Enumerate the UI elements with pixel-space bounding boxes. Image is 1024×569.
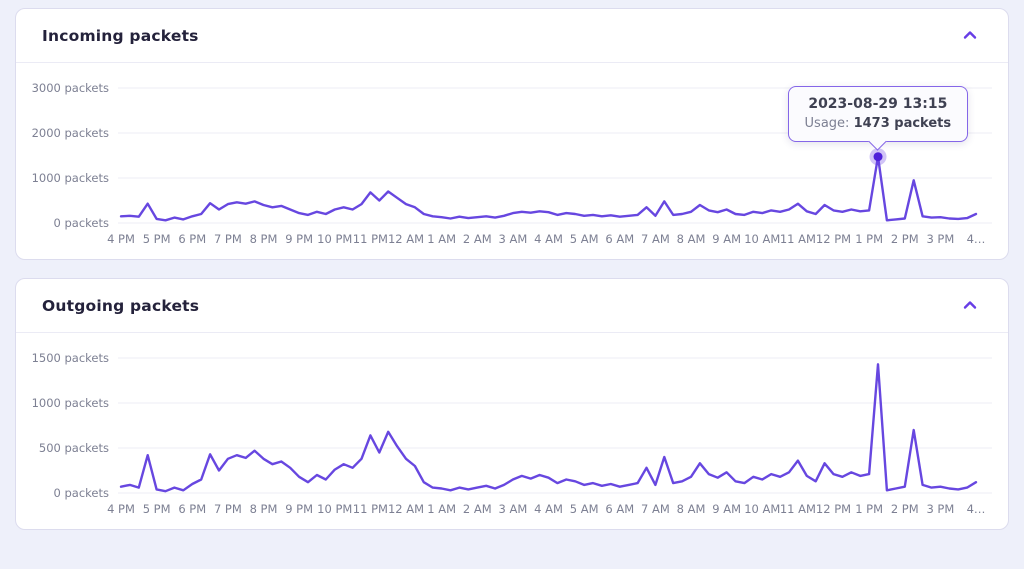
- tooltip-usage: Usage: 1473 packets: [805, 116, 952, 131]
- svg-text:11 AM: 11 AM: [780, 502, 816, 516]
- svg-text:8 PM: 8 PM: [250, 502, 278, 516]
- svg-text:1 PM: 1 PM: [855, 502, 883, 516]
- svg-text:7 AM: 7 AM: [641, 502, 670, 516]
- svg-text:8 AM: 8 AM: [677, 502, 706, 516]
- collapse-incoming-button[interactable]: [958, 24, 982, 47]
- svg-text:7 PM: 7 PM: [214, 232, 242, 246]
- svg-text:9 PM: 9 PM: [285, 232, 313, 246]
- incoming-packets-chart-area: 0 packets 1000 packets 2000 packets 3000 pa…: [16, 63, 1008, 259]
- svg-text:4…: 4…: [967, 232, 986, 246]
- svg-text:2 AM: 2 AM: [463, 502, 492, 516]
- chart-tooltip: 2023-08-29 13:15 Usage: 1473 packets: [787, 85, 969, 142]
- incoming-packets-line-chart[interactable]: 0 packets 1000 packets 2000 packets 3000 pa…: [16, 63, 1008, 259]
- svg-text:4 AM: 4 AM: [534, 232, 563, 246]
- outgoing-packets-header: Outgoing packets: [16, 279, 1008, 333]
- svg-text:2 AM: 2 AM: [463, 232, 492, 246]
- svg-text:6 AM: 6 AM: [605, 502, 634, 516]
- svg-text:6 AM: 6 AM: [605, 232, 634, 246]
- svg-text:6 PM: 6 PM: [178, 502, 206, 516]
- svg-text:8 PM: 8 PM: [250, 232, 278, 246]
- chevron-up-icon: [962, 298, 978, 313]
- svg-text:7 AM: 7 AM: [641, 232, 670, 246]
- tooltip-datetime: 2023-08-29 13:15: [808, 95, 948, 112]
- svg-text:5 AM: 5 AM: [570, 232, 599, 246]
- svg-text:12 AM: 12 AM: [388, 502, 424, 516]
- svg-text:1 PM: 1 PM: [855, 232, 883, 246]
- svg-text:6 PM: 6 PM: [178, 232, 206, 246]
- svg-text:11 PM: 11 PM: [353, 232, 388, 246]
- svg-text:8 AM: 8 AM: [677, 232, 706, 246]
- svg-text:3 AM: 3 AM: [498, 232, 527, 246]
- svg-text:10 PM: 10 PM: [317, 232, 352, 246]
- svg-text:1000 packets: 1000 packets: [32, 171, 109, 185]
- svg-text:10 AM: 10 AM: [744, 232, 780, 246]
- svg-text:9 AM: 9 AM: [712, 502, 741, 516]
- svg-text:5 AM: 5 AM: [570, 502, 599, 516]
- svg-text:500 packets: 500 packets: [39, 441, 109, 455]
- svg-text:3 PM: 3 PM: [926, 502, 954, 516]
- svg-text:12 PM: 12 PM: [816, 232, 851, 246]
- svg-text:2000 packets: 2000 packets: [32, 126, 109, 140]
- svg-text:3 PM: 3 PM: [926, 232, 954, 246]
- outgoing-packets-panel: Outgoing packets 0 packets 500 packets 100…: [15, 278, 1009, 530]
- chevron-up-icon: [962, 28, 978, 43]
- svg-text:1 AM: 1 AM: [427, 232, 456, 246]
- svg-text:0 packets: 0 packets: [54, 486, 109, 500]
- svg-text:10 AM: 10 AM: [744, 502, 780, 516]
- panel-title-outgoing: Outgoing packets: [42, 296, 200, 315]
- outgoing-packets-chart-area: 0 packets 500 packets 1000 packets 1500 pac…: [16, 333, 1008, 529]
- svg-text:3000 packets: 3000 packets: [32, 81, 109, 95]
- svg-text:4…: 4…: [967, 502, 986, 516]
- svg-text:11 AM: 11 AM: [780, 232, 816, 246]
- svg-text:3 AM: 3 AM: [498, 502, 527, 516]
- svg-text:4 PM: 4 PM: [107, 232, 135, 246]
- panel-title-incoming: Incoming packets: [42, 26, 199, 45]
- svg-text:7 PM: 7 PM: [214, 502, 242, 516]
- svg-text:10 PM: 10 PM: [317, 502, 352, 516]
- tooltip-usage-label: Usage:: [804, 115, 850, 131]
- svg-text:12 AM: 12 AM: [388, 232, 424, 246]
- incoming-packets-panel: Incoming packets 0 packets 1000 packets 20…: [15, 8, 1009, 260]
- svg-text:1500 packets: 1500 packets: [32, 351, 109, 365]
- svg-text:12 PM: 12 PM: [816, 502, 851, 516]
- svg-text:4 PM: 4 PM: [107, 502, 135, 516]
- outgoing-packets-line-chart[interactable]: 0 packets 500 packets 1000 packets 1500 pac…: [16, 333, 1008, 529]
- svg-text:2 PM: 2 PM: [891, 232, 919, 246]
- svg-text:9 AM: 9 AM: [712, 232, 741, 246]
- svg-text:2 PM: 2 PM: [891, 502, 919, 516]
- svg-text:1 AM: 1 AM: [427, 502, 456, 516]
- incoming-packets-header: Incoming packets: [16, 9, 1008, 63]
- svg-text:11 PM: 11 PM: [353, 502, 388, 516]
- svg-text:5 PM: 5 PM: [143, 502, 171, 516]
- svg-text:0 packets: 0 packets: [54, 216, 109, 230]
- svg-text:1000 packets: 1000 packets: [32, 396, 109, 410]
- tooltip-usage-value: 1473 packets: [853, 115, 952, 131]
- svg-text:5 PM: 5 PM: [143, 232, 171, 246]
- collapse-outgoing-button[interactable]: [958, 294, 982, 317]
- svg-text:9 PM: 9 PM: [285, 502, 313, 516]
- svg-text:4 AM: 4 AM: [534, 502, 563, 516]
